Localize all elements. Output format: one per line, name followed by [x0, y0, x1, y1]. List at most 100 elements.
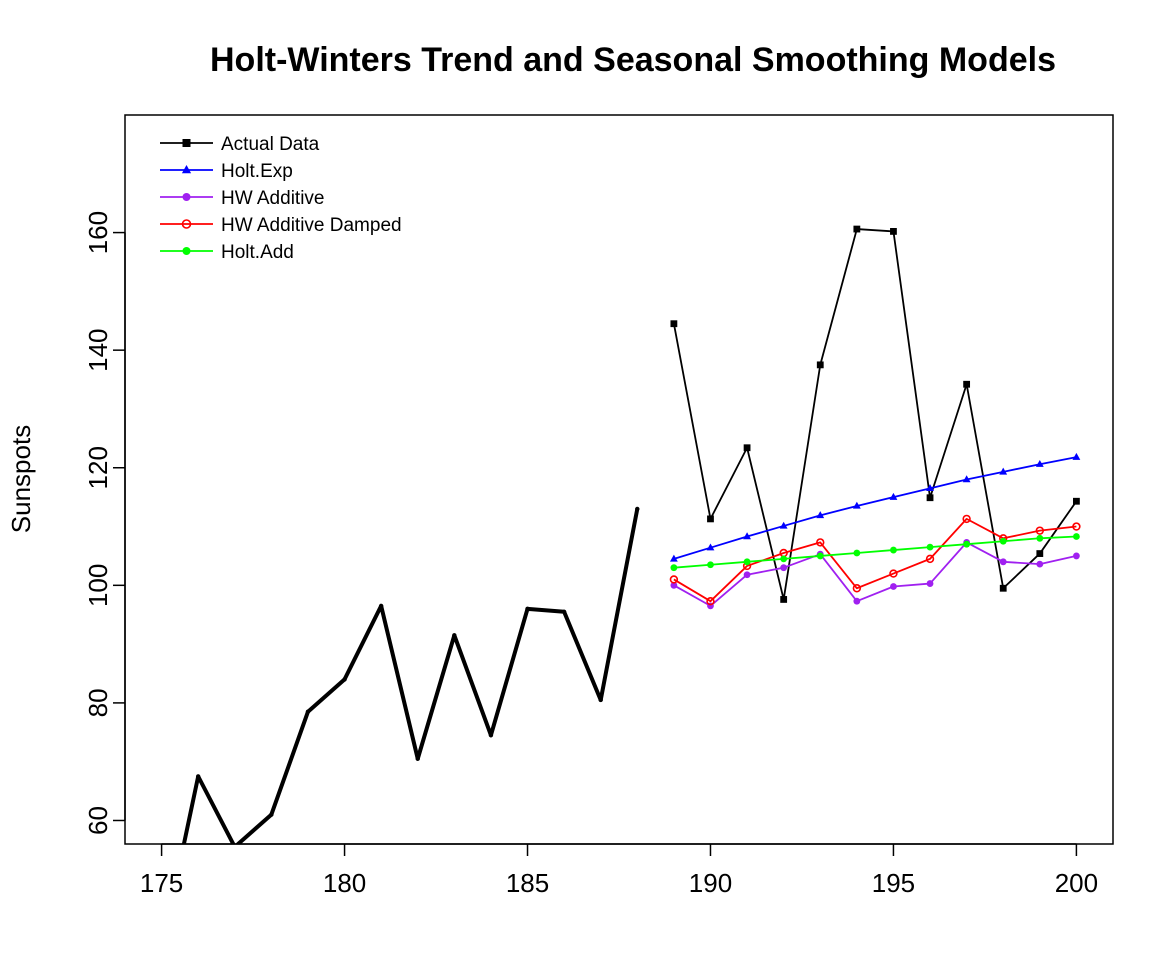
series-point-holt-add [707, 561, 714, 569]
series-point-hw-additive-damped [706, 596, 715, 606]
series-point-holt-exp [1072, 452, 1081, 460]
series-point-hw-additive-damped [962, 514, 971, 524]
series-point-actual-data [743, 444, 751, 452]
history-point [159, 948, 163, 952]
history-line [181, 508, 640, 844]
series-point-hw-additive-damped [669, 575, 679, 584]
history-point [598, 697, 603, 703]
series-point-hw-additive [670, 581, 678, 589]
series-point-holt-add [780, 555, 788, 563]
legend-marker-hw-additive [182, 193, 191, 201]
series-point-hw-additive [999, 558, 1007, 566]
series-line-hw-additive-damped [673, 517, 1077, 603]
series-point-holt-exp [743, 532, 751, 540]
series-point-holt-exp [852, 501, 861, 509]
series-point-hw-additive-damped [852, 584, 862, 593]
series-holt-add [670, 533, 1080, 572]
series-point-actual-data [890, 228, 897, 235]
series-point-actual-data [670, 320, 678, 328]
legend-label-holt-add: Holt.Add [221, 242, 294, 263]
legend-marker-holt-add [182, 247, 191, 255]
series-point-holt-add [743, 558, 751, 566]
y-tick-label: 80 [83, 688, 113, 717]
y-tick-label: 160 [83, 211, 113, 254]
series-point-actual-data [707, 515, 714, 523]
series-point-holt-exp [962, 475, 971, 483]
x-tick-label: 195 [872, 868, 915, 898]
legend-label-holt-exp: Holt.Exp [221, 161, 293, 182]
series-point-holt-add [1036, 534, 1044, 542]
y-tick-label: 120 [83, 446, 113, 489]
series-point-actual-data [816, 361, 824, 369]
y-axis-label: Sunspots [6, 425, 36, 533]
series-point-hw-additive [1073, 552, 1080, 560]
legend: Actual Data Holt.Exp HW Additive HW Additiv… [160, 134, 402, 263]
series-point-holt-add [926, 543, 934, 551]
series-point-actual-data [853, 225, 861, 233]
series-holt-exp [669, 452, 1081, 562]
series-point-actual-data [780, 596, 788, 603]
series-point-hw-additive-damped [925, 554, 935, 564]
series-point-holt-add [816, 552, 824, 560]
series-point-holt-add [853, 549, 861, 557]
series-point-actual-data [963, 380, 971, 388]
history-point [561, 609, 567, 614]
series-point-hw-additive-damped [889, 569, 898, 578]
series-line-hw-additive [673, 541, 1077, 607]
series-point-hw-additive [853, 597, 861, 605]
series-point-hw-additive [926, 580, 934, 587]
series-point-holt-exp [816, 511, 825, 519]
legend-label-actual-data: Actual Data [221, 134, 320, 155]
series-point-holt-exp [889, 492, 898, 500]
history-point [488, 733, 494, 738]
series-point-holt-exp [1035, 459, 1044, 467]
series-point-holt-exp [669, 554, 678, 562]
series-point-holt-exp [779, 521, 788, 529]
x-tick-label: 175 [140, 868, 183, 898]
series-point-actual-data [999, 584, 1007, 592]
legend-label-hw-additive-damped: HW Additive Damped [221, 215, 402, 236]
series-point-actual-data [1036, 550, 1044, 557]
series-point-hw-additive [1036, 560, 1044, 568]
history-point [635, 506, 640, 512]
series-line-actual-data [673, 228, 1078, 601]
x-tick-label: 200 [1055, 868, 1098, 898]
series-point-hw-additive-damped [1035, 526, 1045, 535]
series-point-hw-additive [780, 564, 788, 572]
legend-marker-actual-data [182, 139, 191, 147]
series-point-holt-exp [706, 543, 715, 551]
legend-marker-hw-additive-damped [181, 219, 192, 229]
series-point-holt-add [890, 546, 897, 554]
series-point-actual-data [1073, 497, 1080, 505]
chart-title: Holt-Winters Trend and Seasonal Smoothin… [210, 41, 1056, 79]
x-tick-label: 190 [689, 868, 732, 898]
x-tick-label: 180 [323, 868, 366, 898]
history-point [233, 845, 237, 849]
series-point-actual-data [926, 494, 934, 502]
history-point [378, 603, 384, 609]
series-point-hw-additive [890, 583, 897, 590]
plot-area [159, 225, 1081, 952]
x-axis: 175 180 185 190 195 200 [140, 843, 1098, 898]
series-point-holt-exp [926, 484, 934, 492]
y-axis: 60 80 100 120 140 160 [83, 211, 126, 835]
x-tick-label: 185 [506, 868, 549, 898]
history-point [525, 606, 530, 612]
history-point [452, 633, 457, 638]
series-line-holt-add [673, 535, 1077, 569]
legend-label-hw-additive: HW Additive [221, 188, 324, 209]
series-point-holt-add [1073, 533, 1080, 540]
history-point [415, 756, 420, 761]
series-point-hw-additive-damped [816, 538, 825, 547]
legend-marker-holt-exp [181, 165, 192, 174]
series-point-holt-add [999, 537, 1007, 545]
history-point [195, 774, 201, 779]
y-tick-label: 100 [83, 564, 113, 607]
series-line-holt-exp [673, 456, 1077, 560]
y-tick-label: 140 [83, 328, 113, 371]
history-point [342, 677, 347, 682]
history-point [305, 709, 311, 714]
series-point-holt-add [963, 540, 971, 548]
series-point-holt-add [670, 564, 678, 572]
